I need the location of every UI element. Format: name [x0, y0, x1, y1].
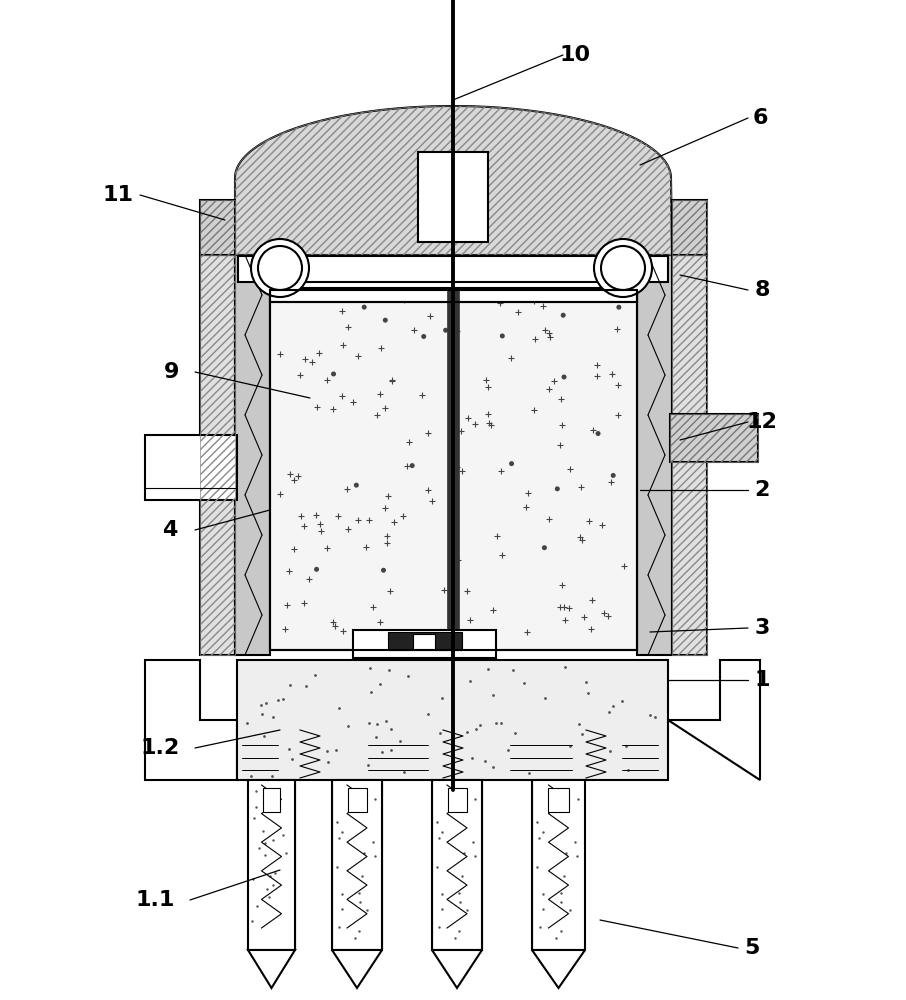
Bar — [670, 414, 758, 462]
Polygon shape — [145, 660, 237, 780]
Bar — [548, 788, 569, 812]
Circle shape — [611, 473, 616, 478]
Bar — [145, 435, 237, 500]
Circle shape — [562, 375, 566, 380]
Circle shape — [616, 305, 622, 310]
Text: 1.2: 1.2 — [140, 738, 179, 758]
Bar — [532, 780, 585, 950]
Text: 11: 11 — [102, 185, 133, 205]
Circle shape — [595, 431, 601, 436]
Text: 4: 4 — [162, 520, 178, 540]
Circle shape — [314, 567, 319, 572]
Bar — [447, 290, 459, 650]
Circle shape — [421, 334, 426, 339]
Circle shape — [594, 239, 652, 297]
Polygon shape — [672, 200, 707, 255]
Text: 6: 6 — [752, 108, 767, 128]
Polygon shape — [235, 255, 270, 655]
Bar — [270, 290, 637, 650]
Bar — [237, 660, 668, 780]
Polygon shape — [200, 255, 235, 655]
Bar — [670, 414, 758, 462]
Bar — [248, 780, 295, 950]
Text: 1: 1 — [755, 670, 770, 690]
Circle shape — [410, 463, 415, 468]
Bar — [270, 290, 637, 650]
Polygon shape — [200, 200, 235, 255]
Circle shape — [554, 486, 560, 491]
Text: 9: 9 — [164, 362, 179, 382]
Circle shape — [331, 371, 336, 376]
Bar — [263, 788, 281, 812]
Text: 8: 8 — [755, 280, 770, 300]
Bar — [348, 788, 367, 812]
Circle shape — [251, 239, 309, 297]
Bar — [332, 780, 382, 950]
Text: 1.1: 1.1 — [135, 890, 175, 910]
Circle shape — [542, 545, 547, 550]
Text: 3: 3 — [755, 618, 770, 638]
Circle shape — [354, 483, 359, 488]
Circle shape — [561, 313, 565, 318]
Bar — [270, 288, 637, 302]
Text: 2: 2 — [755, 480, 770, 500]
Circle shape — [500, 333, 505, 338]
Polygon shape — [235, 106, 672, 255]
Bar — [353, 630, 496, 658]
Polygon shape — [248, 950, 295, 988]
Bar — [413, 634, 435, 649]
Bar — [432, 780, 482, 950]
Circle shape — [361, 305, 367, 310]
Circle shape — [383, 318, 388, 323]
Polygon shape — [432, 950, 482, 988]
Text: 12: 12 — [747, 412, 777, 432]
Bar — [388, 632, 462, 650]
Bar — [238, 256, 668, 282]
Polygon shape — [672, 255, 707, 655]
Circle shape — [509, 461, 514, 466]
Bar — [418, 152, 488, 242]
Circle shape — [381, 568, 386, 573]
Circle shape — [443, 328, 448, 333]
Polygon shape — [637, 255, 672, 655]
Text: 5: 5 — [745, 938, 760, 958]
Polygon shape — [332, 950, 382, 988]
Polygon shape — [532, 950, 585, 988]
Polygon shape — [668, 660, 760, 780]
Bar — [448, 788, 467, 812]
Text: 10: 10 — [559, 45, 591, 65]
